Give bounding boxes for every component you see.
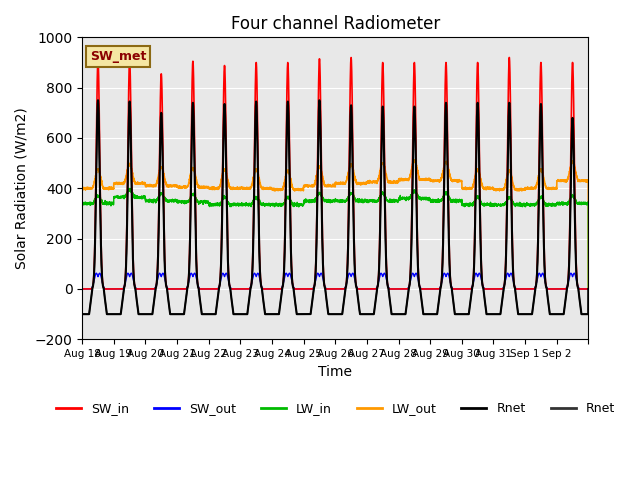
LW_in [474,195,482,201]
LW_out [584,286,592,292]
Title: Four channel Radiometer: Four channel Radiometer [230,15,440,33]
SW_in [381,172,388,178]
LW_out [354,180,362,186]
Rnet [499,293,506,299]
Rnet [474,101,482,107]
SW_out [499,286,506,292]
Rnet [381,201,388,207]
Line: Rnet: Rnet [82,100,588,314]
SW_in [512,286,520,292]
LW_out [381,165,388,170]
LW_in [512,202,520,207]
Rnet [499,293,506,299]
SW_in [474,60,481,66]
LW_in [499,202,506,207]
X-axis label: Time: Time [318,365,352,379]
Rnet [512,292,520,298]
SW_out [584,286,592,292]
Rnet [183,285,191,291]
Rnet [354,294,362,300]
LW_out [410,157,417,163]
SW_out [354,286,362,292]
SW_out [381,271,388,276]
Line: LW_out: LW_out [82,160,588,289]
Rnet [94,97,102,103]
SW_in [499,286,506,292]
LW_out [499,187,506,192]
Rnet [584,286,592,292]
Text: SW_met: SW_met [90,50,146,63]
LW_out [474,167,482,173]
Rnet [183,285,191,291]
SW_in [506,55,513,60]
LW_out [183,184,191,190]
Y-axis label: Solar Radiation (W/m2): Solar Radiation (W/m2) [15,108,29,269]
Rnet [584,286,592,292]
Line: SW_in: SW_in [82,58,588,289]
LW_in [126,186,134,192]
Rnet [78,311,86,317]
LW_in [78,200,86,206]
Rnet [94,97,102,103]
Line: LW_in: LW_in [82,189,588,289]
Rnet [78,311,86,317]
LW_out [78,185,86,191]
LW_in [381,193,388,199]
Rnet [512,292,520,298]
Line: Rnet: Rnet [82,100,588,314]
LW_in [183,199,191,205]
SW_out [409,270,417,276]
SW_out [183,284,191,290]
Line: SW_out: SW_out [82,273,588,289]
SW_out [474,273,482,279]
LW_out [512,187,520,192]
SW_out [78,286,86,292]
Legend: SW_in, SW_out, LW_in, LW_out, Rnet, Rnet: SW_in, SW_out, LW_in, LW_out, Rnet, Rnet [51,397,620,420]
LW_in [354,199,362,205]
Rnet [474,101,482,107]
SW_in [78,286,86,292]
SW_in [354,286,362,292]
SW_in [584,286,592,292]
SW_in [183,285,191,291]
SW_out [512,286,520,292]
Rnet [381,201,388,207]
Rnet [354,294,362,300]
LW_in [584,286,592,292]
